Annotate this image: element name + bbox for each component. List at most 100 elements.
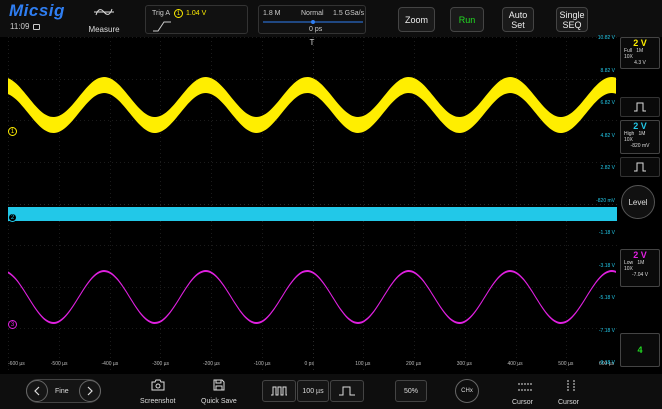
- ch3-bw: Low: [624, 260, 634, 266]
- position-slider[interactable]: [263, 19, 363, 25]
- quick-save-label: Quick Save: [201, 398, 237, 405]
- trigger-position-marker[interactable]: T: [310, 38, 315, 47]
- brand-logo: Micsig: [9, 1, 65, 20]
- auto-set-button[interactable]: Auto Set: [502, 7, 534, 32]
- screenshot-label: Screenshot: [140, 398, 176, 405]
- waveform-canvas[interactable]: T: [8, 37, 617, 370]
- ch4-button[interactable]: 4: [620, 333, 660, 367]
- voltage-level-label: -3.18 V: [598, 263, 615, 269]
- trigger-panel[interactable]: Trig A 1 1.04 V: [145, 5, 248, 34]
- ch3-bw-imp: Low 1M: [621, 260, 659, 266]
- next-button[interactable]: [79, 380, 101, 402]
- ch3-offset: -7.04 V: [631, 272, 649, 278]
- timebase-value: 100 µs: [302, 387, 324, 395]
- narrow-pulse-icon: [271, 386, 287, 396]
- cursor-vertical-button[interactable]: Cursor: [556, 376, 586, 408]
- trigger-level: 1.04 V: [186, 10, 207, 17]
- ch1-settings[interactable]: 2 V Full 1M 10X 4.3 V: [620, 37, 660, 69]
- cursor-vertical-label: Cursor: [558, 399, 580, 406]
- x-tick-label: -600 µs: [8, 361, 25, 367]
- x-tick-label: 500 µs: [558, 361, 574, 367]
- cursor-horizontal-label: Cursor: [512, 399, 534, 406]
- x-tick-label: 400 µs: [507, 361, 523, 367]
- ch1-bw: Full: [624, 48, 633, 54]
- ch3-scale: 2 V: [633, 250, 647, 260]
- duty-value: 50%: [403, 387, 418, 395]
- horizontal-cursor-icon: [518, 383, 532, 391]
- chx-button[interactable]: CHx: [455, 379, 479, 403]
- ch3-ground-marker[interactable]: 3: [8, 320, 17, 329]
- right-panel: 2 V Full 1M 10X 4.3 V 2 V High 1M 10X -8…: [617, 37, 662, 370]
- single-seq-label: Single SEQ: [559, 9, 585, 30]
- voltage-level-label: -1.18 V: [598, 230, 615, 236]
- fine-label: Fine: [55, 388, 69, 395]
- timebase-increase-button[interactable]: [330, 380, 364, 402]
- top-bar: Micsig 11:09 Measure Trig A 1 1.04 V 1.8…: [0, 0, 662, 37]
- ch1-imp: 1M: [636, 48, 644, 54]
- ch2-ground-marker[interactable]: 2: [8, 213, 17, 222]
- ch1-edge-button[interactable]: [620, 97, 660, 117]
- x-tick-label: 0 ps: [304, 361, 314, 367]
- waveform-display[interactable]: T -600 µs -500 µs -400 µs -300 µs -200 µs -10…: [8, 35, 617, 370]
- x-tick-label: -300 µs: [152, 361, 170, 367]
- voltage-level-label: 10.82 V: [597, 35, 615, 41]
- cursor-horizontal-button[interactable]: Cursor: [510, 376, 540, 408]
- ch2-settings[interactable]: 2 V High 1M 10X -820 mV: [620, 120, 660, 154]
- ch2-scale: 2 V: [633, 121, 647, 131]
- voltage-level-label: 2.82 V: [600, 165, 615, 171]
- chx-label: CHx: [461, 388, 473, 394]
- ch3-probe: 10X: [624, 266, 633, 272]
- ch2-probe: 10X: [624, 137, 633, 143]
- trigger-label: Trig A: [152, 10, 171, 17]
- ch2-waveform: [8, 207, 617, 221]
- pulse-icon: [634, 162, 646, 172]
- run-button[interactable]: Run: [450, 7, 484, 32]
- clock-time: 11:09: [10, 22, 30, 31]
- clock-display: 11:09: [10, 22, 40, 31]
- x-tick-label: -400 µs: [101, 361, 119, 367]
- trigger-channel-badge: 1: [174, 9, 183, 18]
- screenshot-button[interactable]: Screenshot: [138, 376, 178, 408]
- wide-pulse-icon: [339, 386, 355, 396]
- voltage-level-label: 6.82 V: [600, 100, 615, 106]
- ch1-probe: 10X: [624, 54, 633, 60]
- ch3-waveform: [8, 270, 616, 324]
- quick-save-button[interactable]: Quick Save: [199, 376, 239, 408]
- zoom-label: Zoom: [404, 14, 428, 25]
- bottom-bar: Fine Screenshot Quick Save 100 µs 50% CH…: [0, 374, 662, 409]
- ch1-waveform: [8, 77, 616, 133]
- voltage-level-label: -820 mV: [596, 198, 615, 204]
- level-button[interactable]: Level: [621, 185, 655, 219]
- ch1-ground-marker[interactable]: 1: [8, 127, 17, 136]
- measure-button[interactable]: Measure: [82, 2, 126, 35]
- ch4-label: 4: [637, 345, 643, 355]
- run-label: Run: [458, 14, 476, 25]
- voltage-level-label: -5.18 V: [598, 295, 615, 301]
- ch3-settings[interactable]: 2 V Low 1M 10X -7.04 V: [620, 249, 660, 287]
- x-tick-label: 600 µs: [599, 361, 615, 367]
- chevron-right-icon: [87, 386, 93, 396]
- x-tick-label: 200 µs: [406, 361, 422, 367]
- ch1-offset: 4.3 V: [634, 60, 646, 66]
- chevron-left-icon: [34, 386, 40, 396]
- rising-edge-icon: [153, 21, 171, 32]
- x-tick-label: 100 µs: [355, 361, 371, 367]
- ch2-edge-button[interactable]: [620, 157, 660, 177]
- timebase-display: 100 µs: [297, 380, 329, 402]
- ch1-scale: 2 V: [633, 38, 647, 48]
- acquire-mode: Normal: [301, 10, 324, 17]
- voltage-level-label: -7.18 V: [598, 328, 615, 334]
- duty-button[interactable]: 50%: [395, 380, 427, 402]
- acquisition-panel[interactable]: 1.8 M Normal 1.5 GSa/s 0 ps: [258, 5, 366, 34]
- ch3-imp: 1M: [637, 260, 645, 266]
- voltage-level-label: -9.18 V: [598, 360, 615, 366]
- prev-button[interactable]: [26, 380, 48, 402]
- save-icon: [213, 379, 225, 391]
- timebase-decrease-button[interactable]: [262, 380, 296, 402]
- pulse-icon: [634, 102, 646, 112]
- x-tick-label: -100 µs: [253, 361, 271, 367]
- single-seq-button[interactable]: Single SEQ: [556, 7, 588, 32]
- zoom-button[interactable]: Zoom: [398, 7, 435, 32]
- horizontal-offset: 0 ps: [309, 26, 323, 33]
- storage-icon: [32, 24, 40, 30]
